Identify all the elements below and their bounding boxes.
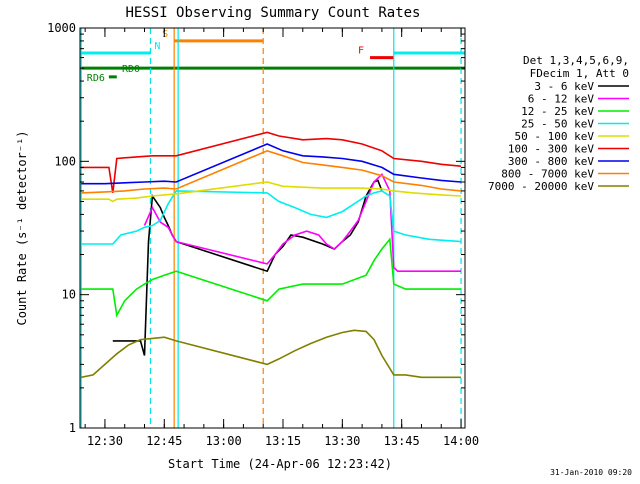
flag-label: RD6 [87, 73, 105, 84]
legend-label: 100 - 300 keV [508, 143, 594, 156]
legend-label: 7000 - 20000 keV [488, 180, 594, 193]
flag-label: F [358, 46, 364, 57]
flag-label: S [162, 29, 168, 40]
series-line [81, 143, 462, 185]
chart-title: HESSI Observing Summary Count Rates [125, 5, 420, 21]
series-line [81, 329, 461, 379]
legend-header-line-2: FDecim 1, Att 0 [530, 67, 629, 80]
series-group [81, 131, 462, 379]
x-axis-label: Start Time (24-Apr-06 12:23:42) [168, 457, 392, 471]
x-tick-label: 13:00 [206, 434, 242, 448]
y-tick-label: 100 [54, 154, 76, 168]
series-line [143, 172, 461, 273]
x-tick-label: 12:30 [87, 434, 123, 448]
legend-label: 25 - 50 keV [521, 118, 594, 131]
x-tick-label: 13:30 [324, 434, 360, 448]
legend-label: 800 - 7000 keV [501, 168, 594, 181]
y-tick-label: 1 [69, 421, 76, 435]
y-axis-label: Count Rate (s⁻¹ detector⁻¹) [15, 130, 29, 325]
x-tick-label: 13:45 [384, 434, 420, 448]
legend-label: 50 - 100 keV [515, 130, 595, 143]
x-tick-label: 14:00 [443, 434, 479, 448]
flag-label: RD0 [122, 64, 140, 75]
flag-label: N [154, 41, 160, 52]
x-tick-label: 13:15 [265, 434, 301, 448]
timestamp: 31-Jan-2010 09:20 [550, 468, 632, 477]
series-line [81, 149, 462, 194]
x-axis: 12:30 12:45 13:00 13:15 13:30 13:45 14:00 [84, 28, 479, 448]
boundary-lines [80, 28, 462, 428]
legend-label: 12 - 25 keV [521, 105, 594, 118]
y-tick-label: 10 [62, 288, 76, 302]
legend-label: 300 - 800 keV [508, 155, 594, 168]
series-line [81, 190, 462, 245]
legend-label: 3 - 6 keV [534, 80, 594, 93]
series-line [112, 179, 383, 356]
flag-bars: NS F RD0 RD6 [80, 29, 465, 84]
legend-label: 6 - 12 keV [528, 93, 595, 106]
y-axis: 1 10 100 1000 [47, 21, 465, 435]
series-line [81, 237, 461, 318]
x-tick-label: 12:45 [146, 434, 182, 448]
series-line [81, 131, 462, 194]
plot-area [79, 27, 466, 429]
y-tick-label: 1000 [47, 21, 76, 35]
legend-header-line-1: Det 1,3,4,5,6,9, [523, 54, 629, 67]
legend: Det 1,3,4,5,6,9, FDecim 1, Att 0 3 - 6 k… [488, 54, 629, 193]
series-line [81, 181, 462, 203]
